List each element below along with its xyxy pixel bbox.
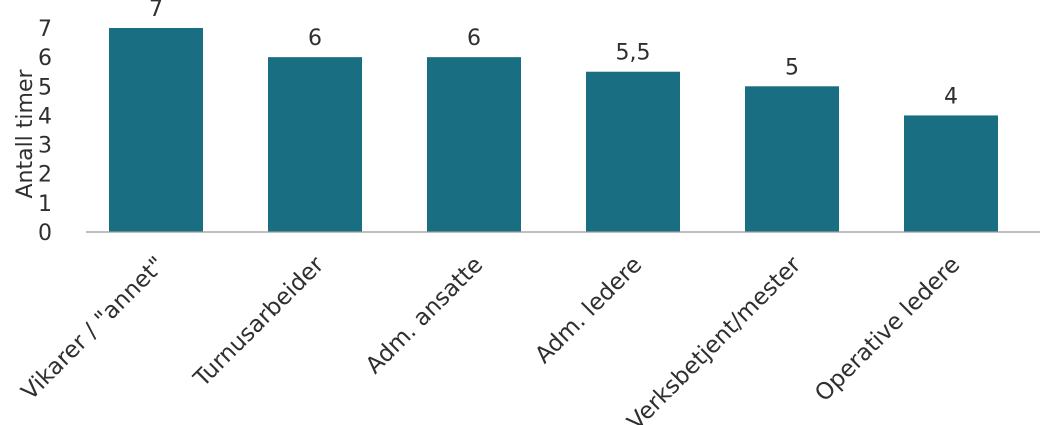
bar-value-label: 6 bbox=[308, 26, 322, 51]
category-label: Verksbetjent/mester bbox=[623, 251, 807, 425]
data-labels: 7 6 6 5,5 5 4 bbox=[149, 0, 958, 109]
bar bbox=[586, 71, 680, 232]
y-tick-label: 1 bbox=[38, 192, 52, 217]
y-axis-title: Antall timer bbox=[13, 69, 38, 199]
category-label: Operative ledere bbox=[810, 252, 965, 407]
bar-series bbox=[109, 28, 998, 233]
bar bbox=[268, 57, 362, 233]
bar-value-label: 7 bbox=[149, 0, 163, 22]
category-labels: Vikarer / "annet" Turnusarbeider Adm. ansa… bbox=[17, 251, 966, 425]
bar-value-label: 5 bbox=[785, 55, 799, 80]
y-axis-ticks: 0 1 2 3 4 5 6 7 bbox=[38, 17, 52, 246]
category-label: Adm. ledere bbox=[530, 252, 647, 369]
y-tick-label: 3 bbox=[38, 134, 52, 159]
bar-value-label: 5,5 bbox=[616, 41, 651, 66]
y-tick-label: 4 bbox=[38, 104, 52, 129]
category-label: Adm. ansatte bbox=[361, 252, 488, 379]
bar bbox=[427, 57, 521, 233]
bar bbox=[745, 86, 839, 233]
category-label: Turnusarbeider bbox=[188, 251, 329, 392]
y-tick-label: 0 bbox=[38, 221, 52, 246]
y-tick-label: 5 bbox=[38, 75, 52, 100]
bar bbox=[109, 28, 203, 232]
y-tick-label: 2 bbox=[38, 163, 52, 188]
category-label: Vikarer / "annet" bbox=[17, 252, 171, 406]
bar-value-label: 6 bbox=[467, 26, 481, 51]
y-tick-label: 7 bbox=[38, 17, 52, 42]
y-tick-label: 6 bbox=[38, 46, 52, 71]
bar-value-label: 4 bbox=[944, 84, 958, 109]
bar bbox=[904, 115, 998, 232]
